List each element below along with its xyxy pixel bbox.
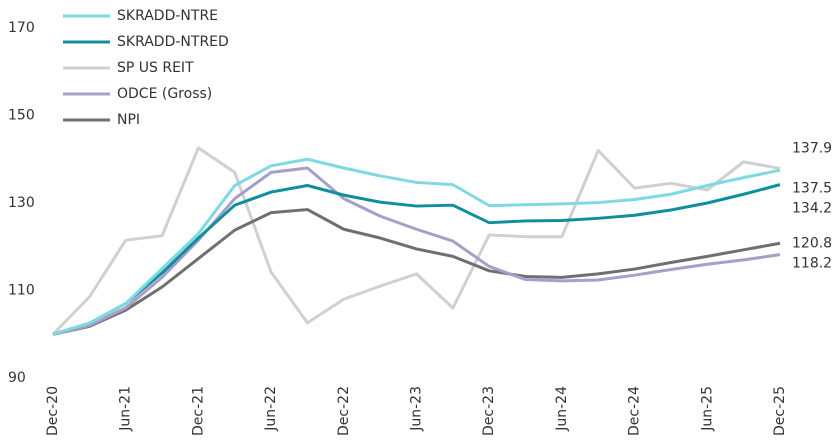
- legend-label: SP US REIT: [117, 60, 194, 76]
- data-label: 137.9: [792, 140, 832, 156]
- y-tick-label: 130: [8, 195, 35, 211]
- data-label: 118.2: [792, 255, 832, 271]
- x-tick-label: Dec-20: [45, 386, 61, 436]
- x-tick-label: Jun-24: [554, 386, 570, 432]
- y-tick-label: 170: [8, 20, 35, 36]
- legend-label: SKRADD-NTRE: [117, 8, 218, 24]
- x-tick-label: Dec-24: [627, 386, 643, 436]
- x-tick-label: Dec-25: [772, 386, 788, 436]
- x-tick-label: Jun-23: [409, 386, 425, 432]
- series-line: [52, 208, 781, 336]
- series-line: [51, 146, 781, 336]
- series-line: [52, 166, 781, 336]
- data-label: 137.5: [792, 180, 832, 196]
- y-tick-label: 90: [8, 370, 26, 386]
- x-tick-label: Jun-25: [699, 386, 715, 432]
- y-tick-label: 150: [8, 108, 35, 124]
- legend-label: NPI: [117, 112, 140, 128]
- series-line: [52, 157, 781, 336]
- y-tick-label: 110: [8, 283, 35, 299]
- legend-label: SKRADD-NTRED: [117, 34, 229, 50]
- data-label: 134.2: [792, 200, 832, 216]
- data-label: 120.8: [792, 235, 832, 251]
- series-line: [52, 183, 781, 336]
- x-tick-label: Dec-22: [336, 386, 352, 436]
- legend-label: ODCE (Gross): [117, 86, 212, 102]
- x-tick-label: Jun-22: [263, 386, 279, 432]
- x-tick-label: Dec-23: [481, 386, 497, 436]
- x-tick-label: Dec-21: [190, 386, 206, 436]
- x-tick-label: Jun-21: [118, 386, 134, 432]
